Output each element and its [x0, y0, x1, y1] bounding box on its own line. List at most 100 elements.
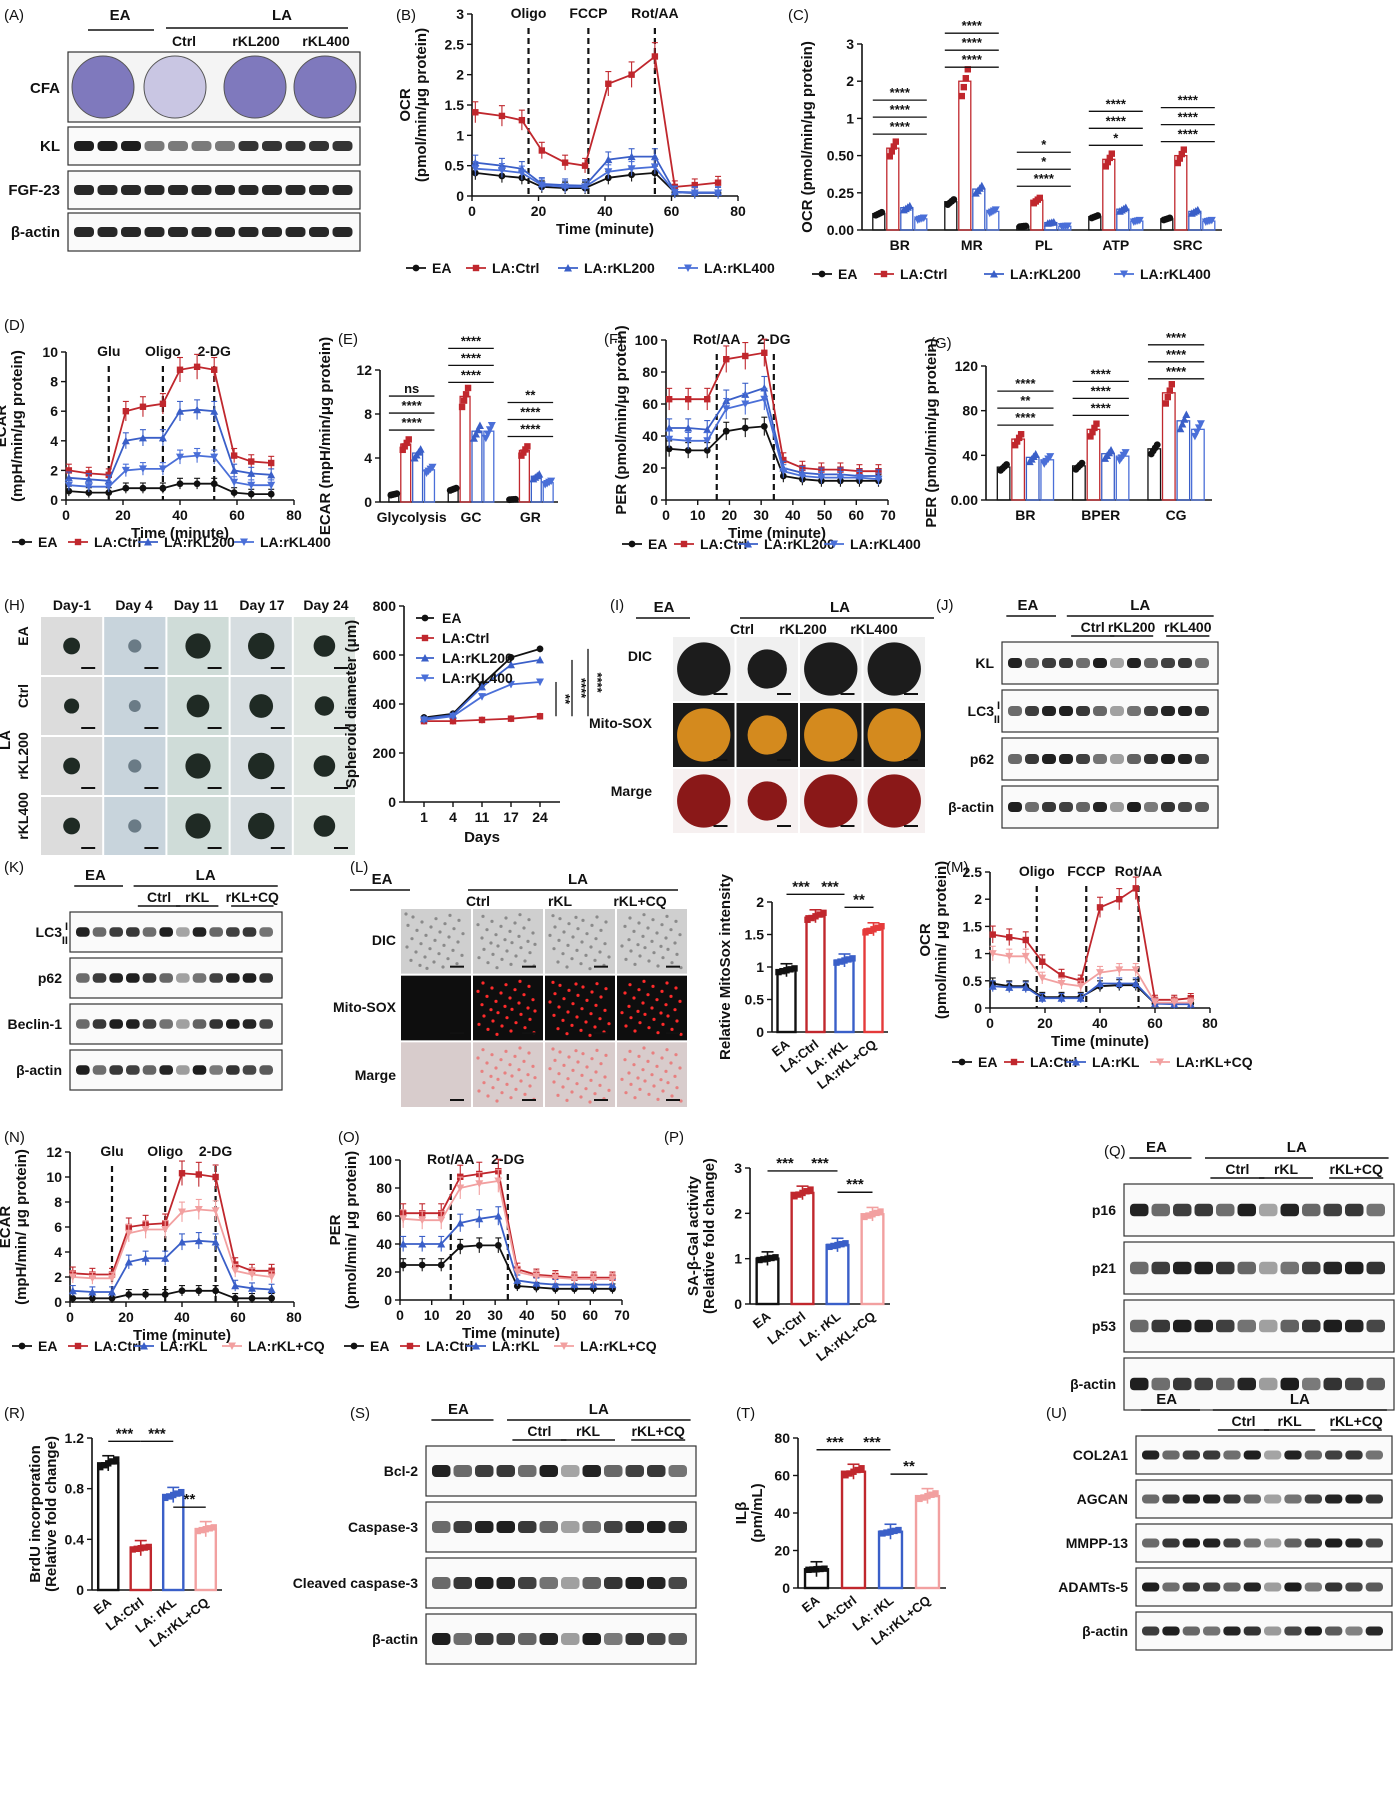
- point: [838, 1240, 845, 1248]
- band: [1243, 1582, 1261, 1592]
- day-label: Day 11: [174, 597, 219, 613]
- cell-dot: [522, 993, 526, 997]
- y-tick-label: 3: [734, 1160, 742, 1176]
- day-label: Day-1: [53, 597, 91, 613]
- significance-label: ****: [1106, 96, 1127, 111]
- point: [812, 913, 819, 920]
- band: [1345, 1450, 1363, 1460]
- point: [421, 654, 429, 662]
- x-tick-label: 1: [420, 809, 428, 825]
- y-tick-label: 0.5: [445, 158, 465, 174]
- cell-dot: [565, 1098, 569, 1102]
- point: [194, 1236, 203, 1245]
- row-label: LC3: [968, 703, 995, 719]
- band: [1130, 1319, 1149, 1333]
- cell-dot: [496, 1077, 500, 1081]
- band: [1325, 1494, 1343, 1504]
- band: [1161, 705, 1175, 717]
- point: [1010, 1058, 1018, 1066]
- band: [1025, 801, 1039, 813]
- point: [1087, 433, 1094, 440]
- band: [1280, 1377, 1299, 1391]
- panel-tag-F: (F): [604, 331, 623, 348]
- legend-label: LA:rKL: [1092, 1054, 1140, 1070]
- band: [159, 973, 173, 983]
- point: [478, 682, 486, 691]
- point: [878, 208, 886, 216]
- cell-dot: [490, 1053, 494, 1057]
- cell-dot: [593, 1025, 597, 1029]
- cell-dot: [420, 920, 424, 924]
- significance-label: **: [184, 1491, 196, 1508]
- x-tick-label: 70: [880, 507, 896, 523]
- spheroid: [747, 715, 787, 755]
- chart-N: 0 2 4 6 8 10 12 0 20 40 60 80 Time (minute) ECAR (mpH/…: [0, 1143, 302, 1344]
- spheroid: [128, 759, 142, 773]
- point: [532, 1279, 541, 1287]
- cell-dot: [477, 1089, 481, 1093]
- cell-dot: [599, 928, 603, 932]
- point: [1094, 212, 1102, 219]
- band: [1142, 1494, 1160, 1504]
- point: [472, 1342, 480, 1350]
- point: [990, 270, 998, 278]
- band: [561, 1521, 580, 1533]
- cell-dot: [584, 1020, 588, 1024]
- y-tick-label: 80: [962, 403, 978, 419]
- band: [242, 1065, 257, 1075]
- spheroid: [747, 649, 787, 689]
- cell-dot: [656, 964, 660, 968]
- lane-group-label: rKL: [576, 1423, 601, 1439]
- point: [69, 1294, 77, 1302]
- band: [1284, 1626, 1302, 1636]
- band: [1325, 1626, 1343, 1636]
- cell-dot: [589, 945, 593, 949]
- cell-dot: [620, 944, 624, 948]
- cell-dot: [636, 943, 640, 947]
- y-tick-label: 20: [642, 460, 658, 476]
- cell-dot: [656, 1097, 660, 1101]
- cell-dot: [496, 1011, 500, 1015]
- spheroid: [314, 696, 335, 716]
- point: [122, 408, 130, 415]
- cell-dot: [495, 966, 499, 970]
- lane-group-label: Ctrl: [1231, 1413, 1255, 1429]
- cell-dot: [584, 953, 588, 957]
- x-tick-label: 70: [614, 1307, 630, 1323]
- cell-dot: [490, 986, 494, 990]
- band: [1110, 753, 1124, 765]
- band: [1302, 1261, 1321, 1275]
- point: [494, 1177, 503, 1185]
- cell-dot: [428, 947, 432, 951]
- cell-dot: [533, 942, 537, 946]
- point: [958, 92, 965, 100]
- band: [1161, 801, 1175, 813]
- panel-tag-E: (E): [338, 331, 358, 348]
- y-tick-label: 1.2: [65, 1430, 85, 1446]
- panel-tag-R: (R): [4, 1405, 25, 1422]
- point: [1096, 969, 1104, 977]
- x-tick-label: 50: [817, 507, 833, 523]
- cell-dot: [551, 914, 555, 918]
- significance-label: ***: [116, 1425, 134, 1442]
- cell-dot: [491, 1019, 495, 1023]
- panel-tag-O: (O): [338, 1129, 360, 1146]
- y-tick-label: 6: [50, 403, 58, 419]
- band: [1264, 1538, 1282, 1548]
- y-axis-title: OCR: [397, 88, 414, 122]
- band: [109, 1019, 123, 1029]
- y-tick-label: 0: [364, 494, 372, 510]
- point: [456, 1243, 464, 1251]
- band: [191, 185, 212, 195]
- point: [799, 1189, 806, 1197]
- micrograph-grid-I: [673, 637, 925, 833]
- row-label: β-actin: [16, 1062, 62, 1078]
- band: [1237, 1319, 1256, 1333]
- spheroid: [248, 632, 275, 660]
- point: [210, 453, 219, 462]
- bar: [805, 915, 826, 1034]
- x-axis-title: Time (minute): [131, 525, 229, 542]
- lane-group-label: rKL: [1278, 1413, 1303, 1429]
